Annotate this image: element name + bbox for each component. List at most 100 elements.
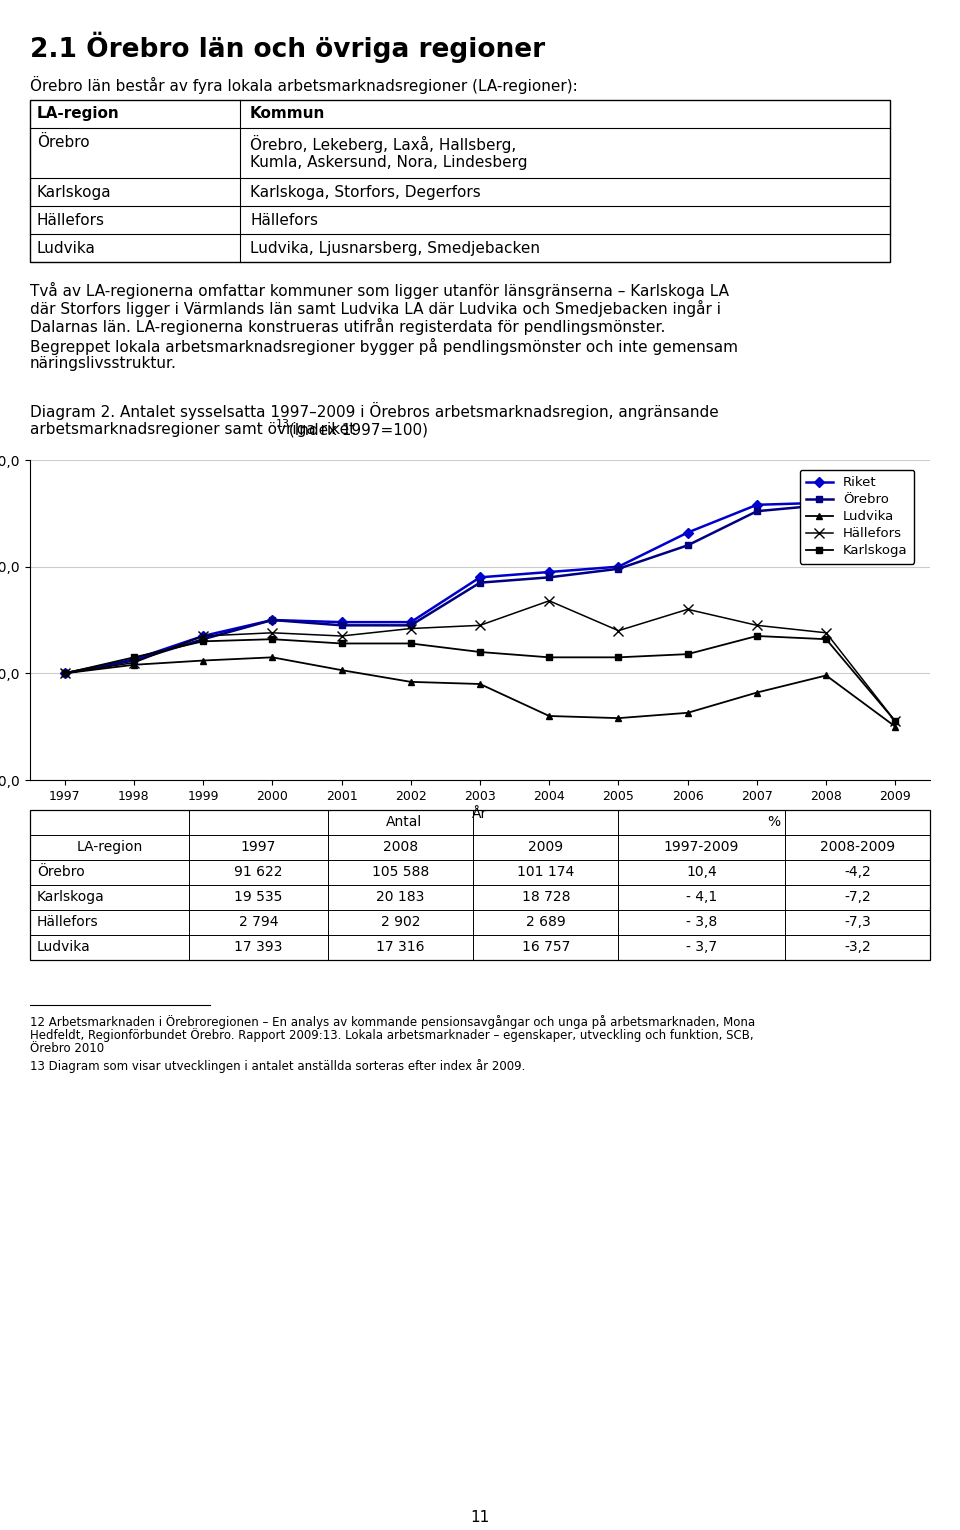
Text: 18 728: 18 728 (521, 890, 570, 904)
Text: 2009: 2009 (528, 840, 564, 854)
Line: Hällefors: Hällefors (60, 597, 900, 727)
Riket (682, 523, 693, 542)
Text: Örebro 2010: Örebro 2010 (30, 1042, 104, 1056)
Hällefors (821, 624, 832, 643)
Text: 13: 13 (276, 419, 290, 428)
Ludvika (128, 656, 139, 675)
Riket (128, 650, 139, 669)
Ludvika (59, 664, 70, 682)
Text: 17 316: 17 316 (376, 939, 424, 955)
Karlskoga (198, 632, 209, 650)
Karlskoga (128, 649, 139, 667)
Riket (821, 494, 832, 513)
Text: 2008: 2008 (383, 840, 418, 854)
Karlskoga (543, 649, 555, 667)
Örebro (128, 652, 139, 670)
Text: Örebro: Örebro (37, 864, 84, 880)
Ludvika (821, 666, 832, 684)
Text: Hällefors: Hällefors (250, 213, 318, 228)
Text: Karlskoga, Storfors, Degerfors: Karlskoga, Storfors, Degerfors (250, 185, 481, 200)
Ludvika (612, 708, 624, 727)
Text: - 4,1: - 4,1 (685, 890, 717, 904)
Text: 2.1 Örebro län och övriga regioner: 2.1 Örebro län och övriga regioner (30, 32, 545, 63)
Riket (267, 610, 278, 629)
Riket (59, 664, 70, 682)
Örebro (474, 574, 486, 592)
Karlskoga (405, 635, 417, 653)
Text: Två av LA-regionerna omfattar kommuner som ligger utanför länsgränserna – Karlsk: Två av LA-regionerna omfattar kommuner s… (30, 282, 729, 298)
Text: 11: 11 (470, 1510, 490, 1525)
Hällefors (612, 621, 624, 640)
Riket (543, 563, 555, 581)
Ludvika (751, 684, 762, 702)
Text: Antal: Antal (386, 815, 422, 829)
Text: Örebro, Lekeberg, Laxå, Hallsberg,
Kumla, Askersund, Nora, Lindesberg: Örebro, Lekeberg, Laxå, Hallsberg, Kumla… (250, 135, 527, 170)
Ludvika (336, 661, 348, 679)
Text: 16 757: 16 757 (521, 939, 570, 955)
Text: 10,4: 10,4 (686, 864, 717, 880)
Hällefors (128, 653, 139, 672)
Örebro (59, 664, 70, 682)
Karlskoga (821, 630, 832, 649)
Text: Hällefors: Hällefors (37, 213, 105, 228)
Örebro (682, 536, 693, 554)
Ludvika (198, 652, 209, 670)
Örebro (890, 549, 901, 568)
Örebro (821, 496, 832, 514)
Bar (30, 809, 930, 959)
Text: Diagram 2. Antalet sysselsatta 1997–2009 i Örebros arbetsmarknadsregion, angräns: Diagram 2. Antalet sysselsatta 1997–2009… (30, 402, 719, 421)
Riket (751, 496, 762, 514)
Text: Örebro: Örebro (37, 135, 89, 150)
Text: -7,2: -7,2 (844, 890, 871, 904)
Hällefors (751, 617, 762, 635)
Örebro (612, 560, 624, 578)
Örebro (336, 617, 348, 635)
Karlskoga (267, 630, 278, 649)
Line: Örebro: Örebro (61, 502, 899, 676)
Legend: Riket, Örebro, Ludvika, Hällefors, Karlskoga: Riket, Örebro, Ludvika, Hällefors, Karls… (800, 470, 915, 565)
Örebro (267, 610, 278, 629)
Text: -7,3: -7,3 (844, 915, 871, 929)
Text: Ludvika, Ljusnarsberg, Smedjebacken: Ludvika, Ljusnarsberg, Smedjebacken (250, 242, 540, 256)
Karlskoga (612, 649, 624, 667)
Ludvika (890, 718, 901, 736)
Text: där Storfors ligger i Värmlands län samt Ludvika LA där Ludvika och Smedjebacken: där Storfors ligger i Värmlands län samt… (30, 300, 721, 317)
Line: Riket: Riket (61, 499, 899, 676)
Ludvika (682, 704, 693, 722)
Text: 91 622: 91 622 (234, 864, 282, 880)
Text: 20 183: 20 183 (376, 890, 424, 904)
Ludvika (543, 707, 555, 725)
Text: 12 Arbetsmarknaden i Örebroregionen – En analys av kommande pensionsavgångar och: 12 Arbetsmarknaden i Örebroregionen – En… (30, 1014, 756, 1030)
Karlskoga (682, 646, 693, 664)
Riket (474, 568, 486, 586)
Text: Hällefors: Hällefors (37, 915, 99, 929)
Text: 101 174: 101 174 (517, 864, 574, 880)
Hällefors (682, 600, 693, 618)
Hällefors (267, 624, 278, 643)
Text: Karlskoga: Karlskoga (37, 185, 111, 200)
Text: Begreppet lokala arbetsmarknadsregioner bygger på pendlingsmönster och inte geme: Begreppet lokala arbetsmarknadsregioner … (30, 338, 738, 355)
Text: -4,2: -4,2 (844, 864, 871, 880)
Text: 2 902: 2 902 (380, 915, 420, 929)
Text: - 3,7: - 3,7 (686, 939, 717, 955)
Karlskoga (336, 635, 348, 653)
Riket (198, 627, 209, 646)
Örebro (405, 617, 417, 635)
Text: Ludvika: Ludvika (37, 939, 91, 955)
Text: arbetsmarknadsregioner samt övriga riket: arbetsmarknadsregioner samt övriga riket (30, 422, 355, 438)
Riket (612, 557, 624, 575)
Riket (890, 531, 901, 549)
Text: 1997-2009: 1997-2009 (664, 840, 739, 854)
Bar (30, 99, 890, 262)
Ludvika (267, 649, 278, 667)
Text: 1997: 1997 (241, 840, 276, 854)
Hällefors (890, 711, 901, 730)
Text: 2 689: 2 689 (526, 915, 565, 929)
Text: (Index 1997=100): (Index 1997=100) (284, 422, 428, 438)
Text: -3,2: -3,2 (844, 939, 871, 955)
Karlskoga (474, 643, 486, 661)
Text: Dalarnas län. LA-regionerna konstrueras utifrån registerdata för pendlingsmönste: Dalarnas län. LA-regionerna konstrueras … (30, 318, 665, 335)
Text: 2008-2009: 2008-2009 (820, 840, 895, 854)
Text: 105 588: 105 588 (372, 864, 429, 880)
Hällefors (198, 627, 209, 646)
